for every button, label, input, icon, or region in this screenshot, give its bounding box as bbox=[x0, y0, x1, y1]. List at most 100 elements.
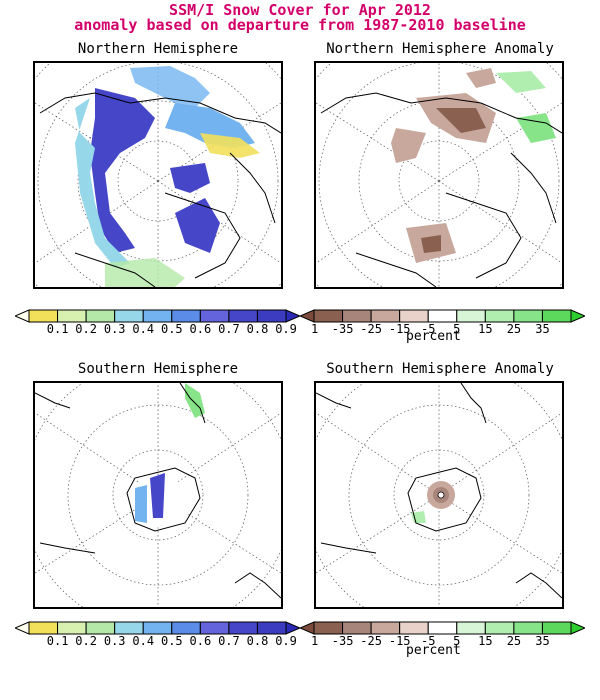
colorbar-tick-label: 0.6 bbox=[189, 322, 212, 336]
colorbar-swatch bbox=[57, 621, 87, 635]
colorbar-swatch bbox=[399, 309, 429, 323]
colorbar-over-arrow bbox=[285, 309, 302, 323]
anomaly-colorbar-bottom bbox=[298, 620, 587, 639]
colorbar-swatch bbox=[199, 621, 230, 635]
sh-coastlines bbox=[35, 383, 281, 599]
colorbar-swatch bbox=[370, 309, 401, 323]
sh-anomaly-coastlines bbox=[316, 383, 562, 599]
nh-panel-title: Northern Hemisphere bbox=[77, 41, 239, 57]
nh-snow-field bbox=[75, 66, 260, 287]
colorbar-tick-label: 5 bbox=[453, 322, 461, 336]
colorbar-swatch bbox=[114, 621, 144, 635]
colorbar-tick-label: 0.3 bbox=[103, 634, 126, 648]
colorbar-swatch bbox=[228, 309, 258, 323]
snow-colorbar-graphic bbox=[13, 309, 302, 323]
colorbar-swatch bbox=[484, 309, 515, 323]
colorbar-tick-label: 0.5 bbox=[160, 634, 183, 648]
colorbar-tick-label: 25 bbox=[506, 322, 522, 336]
colorbar-swatch bbox=[57, 309, 87, 323]
colorbar-tick-label: -25 bbox=[360, 322, 382, 336]
colorbar-swatch bbox=[142, 621, 173, 635]
colorbar-under-arrow bbox=[13, 309, 30, 323]
colorbar-tick-label: 0.7 bbox=[218, 634, 240, 648]
nh-anomaly-panel-title: Northern Hemisphere Anomaly bbox=[326, 41, 554, 57]
sh-anomaly-graticule bbox=[316, 383, 562, 607]
colorbar-tick-label: 0.4 bbox=[132, 322, 155, 336]
colorbar-tick-label: 0.9 bbox=[275, 634, 297, 648]
colorbar-tick-label: 0.5 bbox=[160, 322, 183, 336]
colorbar-swatch bbox=[370, 621, 401, 635]
colorbar-tick-label: -5 bbox=[421, 322, 436, 336]
colorbar-swatch bbox=[171, 621, 201, 635]
colorbar-under-arrow bbox=[298, 621, 315, 635]
snow-colorbar-bottom bbox=[13, 620, 302, 639]
colorbar-swatch bbox=[28, 309, 59, 323]
colorbar-swatch bbox=[342, 621, 372, 635]
anomaly-colorbar-graphic bbox=[298, 309, 587, 323]
colorbar-tick-label: 35 bbox=[535, 634, 550, 648]
colorbar-tick-label: 0.4 bbox=[132, 634, 155, 648]
colorbar-swatch bbox=[541, 309, 572, 323]
colorbar-swatch bbox=[256, 309, 287, 323]
colorbar-swatch bbox=[513, 621, 543, 635]
sh-anomaly-map bbox=[314, 381, 564, 609]
colorbar-swatch bbox=[342, 309, 372, 323]
colorbar-tick-label: 1 bbox=[310, 634, 319, 648]
anomaly-unit-label-bottom: percent bbox=[406, 643, 461, 658]
colorbar-swatch bbox=[513, 309, 543, 323]
colorbar-swatch bbox=[427, 309, 458, 323]
colorbar-tick-label: -35 bbox=[331, 634, 354, 648]
colorbar-tick-label: 5 bbox=[453, 634, 461, 648]
colorbar-swatch bbox=[456, 621, 486, 635]
anomaly-colorbar-graphic-bottom bbox=[298, 621, 587, 635]
colorbar-tick-label: 0.1 bbox=[46, 634, 69, 648]
colorbar-swatch bbox=[228, 621, 258, 635]
colorbar-swatch bbox=[313, 309, 344, 323]
sh-anomaly-field bbox=[411, 481, 455, 523]
nh-snow-map bbox=[33, 61, 283, 289]
colorbar-tick-label: 0.9 bbox=[275, 322, 297, 336]
colorbar-swatch bbox=[85, 309, 116, 323]
colorbar-swatch bbox=[399, 621, 429, 635]
sh-snow-map bbox=[33, 381, 283, 609]
colorbar-tick-label: -5 bbox=[421, 634, 436, 648]
colorbar-swatch bbox=[85, 621, 116, 635]
colorbar-over-arrow bbox=[570, 621, 587, 635]
nh-anomaly-map bbox=[314, 61, 564, 289]
colorbar-over-arrow bbox=[285, 621, 302, 635]
nh-coastlines bbox=[39, 92, 281, 287]
colorbar-swatch bbox=[427, 621, 458, 635]
colorbar-tick-label: -35 bbox=[331, 322, 354, 336]
colorbar-swatch bbox=[256, 621, 287, 635]
anomaly-colorbar-top bbox=[298, 308, 587, 327]
colorbar-swatch bbox=[171, 309, 201, 323]
colorbar-tick-label: 0.6 bbox=[189, 634, 212, 648]
colorbar-tick-label: 35 bbox=[535, 322, 550, 336]
colorbar-tick-label: 0.7 bbox=[218, 322, 240, 336]
colorbar-over-arrow bbox=[570, 309, 587, 323]
colorbar-tick-label: 0.3 bbox=[103, 322, 126, 336]
snow-colorbar-top bbox=[13, 308, 302, 327]
sh-anomaly-panel-title: Southern Hemisphere Anomaly bbox=[326, 361, 554, 377]
colorbar-under-arrow bbox=[13, 621, 30, 635]
sh-snow-field bbox=[135, 383, 205, 528]
figure-title: SSM/I Snow Cover for Apr 2012 bbox=[169, 1, 431, 19]
anomaly-unit-label-top: percent bbox=[406, 329, 461, 344]
colorbar-swatch bbox=[456, 309, 486, 323]
colorbar-swatch bbox=[541, 621, 572, 635]
nh-snow-map-graphic bbox=[35, 63, 281, 287]
sh-snow-map-graphic bbox=[35, 383, 281, 607]
colorbar-tick-label: 15 bbox=[478, 322, 493, 336]
colorbar-tick-label: -15 bbox=[388, 634, 411, 648]
figure-subtitle: anomaly based on departure from 1987-201… bbox=[74, 16, 526, 34]
colorbar-swatch bbox=[199, 309, 230, 323]
nh-anomaly-field bbox=[391, 68, 556, 263]
colorbar-swatch bbox=[313, 621, 344, 635]
colorbar-tick-label: 0.1 bbox=[46, 322, 69, 336]
snow-colorbar-graphic-bottom bbox=[13, 621, 302, 635]
sh-panel-title: Southern Hemisphere bbox=[77, 361, 239, 377]
colorbar-swatch bbox=[28, 621, 59, 635]
colorbar-tick-label: 0.8 bbox=[246, 322, 269, 336]
colorbar-tick-label: -25 bbox=[360, 634, 382, 648]
colorbar-under-arrow bbox=[298, 309, 315, 323]
